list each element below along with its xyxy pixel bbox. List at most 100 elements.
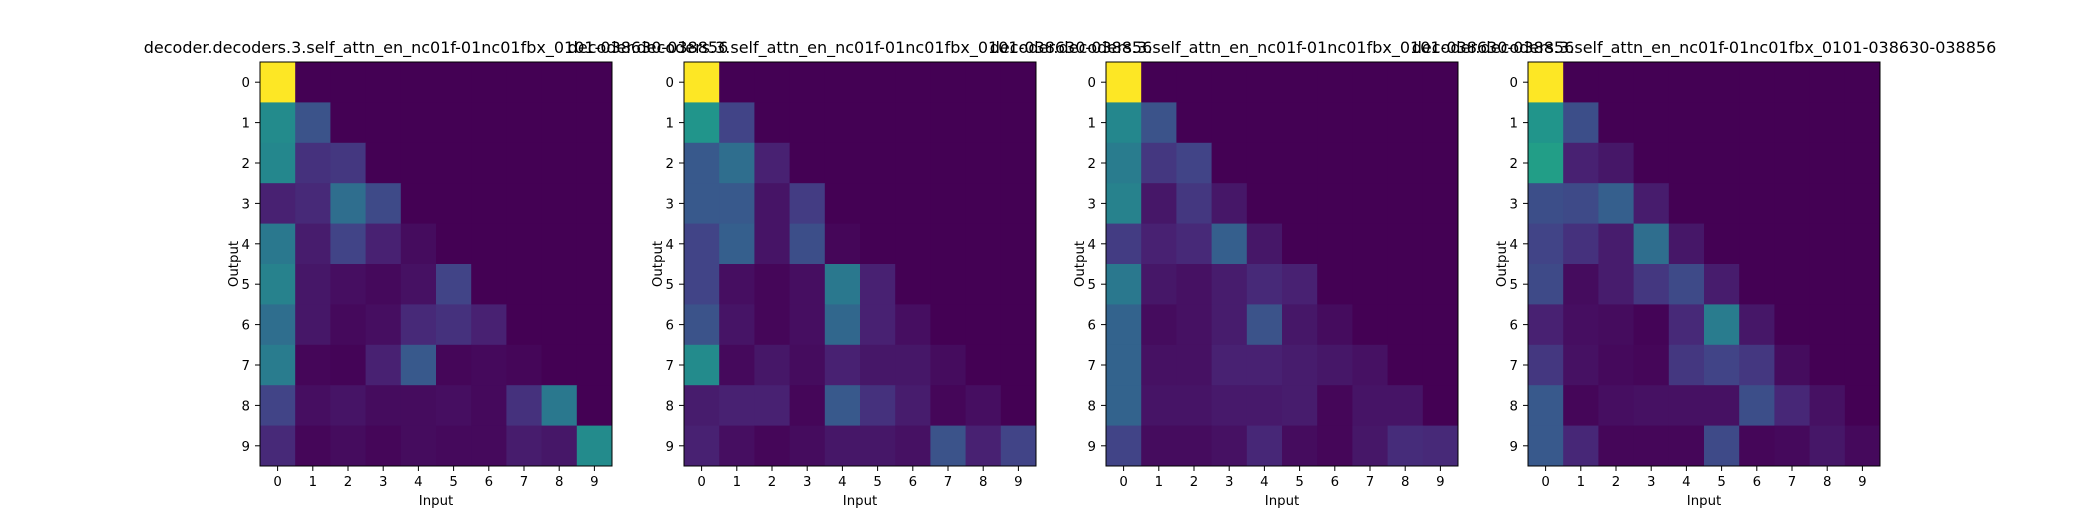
heatmap-cell [1422, 385, 1459, 427]
heatmap-cell [1844, 385, 1881, 427]
heatmap-cell [1528, 385, 1564, 427]
heatmap-cell [260, 344, 296, 386]
heatmap-cell [1668, 344, 1705, 386]
x-tick-label: 6 [485, 475, 493, 490]
heatmap-cell [365, 264, 402, 305]
heatmap-cell [1176, 264, 1213, 305]
chart-title: decoder.decoders.3.self_attn_en_nc01f-01… [144, 38, 729, 58]
heatmap-cell [1739, 425, 1775, 467]
x-axis-label: Input [419, 494, 453, 509]
y-tick-label: 8 [1088, 399, 1096, 414]
heatmap-cell [1422, 183, 1459, 225]
heatmap-cell [365, 102, 402, 144]
heatmap-cell [471, 102, 507, 144]
heatmap-cell [260, 102, 296, 144]
x-tick-label: 7 [1788, 475, 1796, 490]
heatmap-cell [1176, 344, 1213, 386]
heatmap-cell [330, 142, 367, 184]
heatmap-cell [1528, 344, 1564, 386]
heatmap-cell [1739, 102, 1775, 144]
y-tick-label: 0 [1088, 76, 1096, 91]
y-axis-label: Output [1073, 241, 1088, 287]
heatmap-cell [1528, 142, 1564, 184]
heatmap-cell [260, 425, 296, 467]
heatmap-cell [1844, 183, 1881, 225]
heatmap-cell [1352, 142, 1389, 184]
x-tick-label: 4 [838, 475, 846, 490]
plot-frame [683, 61, 1037, 467]
heatmap-cell [506, 385, 543, 427]
heatmap-cell [260, 142, 296, 184]
heatmap-cell [1774, 304, 1811, 346]
heatmap-cell [1563, 264, 1599, 305]
y-tick-label: 4 [1088, 238, 1096, 253]
plot-frame [1105, 61, 1459, 467]
heatmap-cell [789, 142, 826, 184]
heatmap-cell [1211, 425, 1248, 467]
heatmap-cell [1844, 264, 1881, 305]
heatmap-cell [1704, 142, 1740, 184]
heatmap-cell [1317, 425, 1353, 467]
heatmap-cell [436, 264, 472, 305]
heatmap-cell [1528, 62, 1564, 103]
heatmap-cell [1774, 142, 1811, 184]
heatmap-cell [400, 62, 437, 103]
heatmap-cell [895, 142, 931, 184]
heatmap-cell [1739, 142, 1775, 184]
y-axis-label: Output [227, 241, 242, 287]
heatmap-cell [1633, 223, 1670, 265]
heatmap-cell [1528, 425, 1564, 467]
x-tick-label: 1 [1577, 475, 1585, 490]
heatmap-cell [1176, 183, 1213, 225]
y-tick-label: 5 [1510, 278, 1518, 293]
heatmap-cell [1774, 264, 1811, 305]
heatmap-cell [295, 223, 331, 265]
x-tick-label: 2 [1190, 475, 1198, 490]
heatmap-cell [400, 264, 437, 305]
heatmap-cell [1282, 223, 1318, 265]
heatmap-cell [260, 304, 296, 346]
heatmap-cell [1141, 385, 1177, 427]
x-tick-label: 0 [697, 475, 705, 490]
heatmap-cell [684, 62, 720, 103]
heatmap-cell [506, 304, 543, 346]
heatmap-cell [719, 385, 755, 427]
heatmap-cell [1000, 264, 1037, 305]
heatmap-cell [1422, 425, 1459, 467]
heatmap-cell [295, 425, 331, 467]
heatmap-cell [965, 62, 1002, 103]
heatmap-cell [506, 223, 543, 265]
heatmap-cell [1633, 264, 1670, 305]
heatmap-cell [754, 102, 791, 144]
x-tick-label: 3 [379, 475, 387, 490]
heatmap-cell [1141, 102, 1177, 144]
heatmap-cell [1809, 304, 1846, 346]
heatmap-cell [684, 344, 720, 386]
heatmap-cell [576, 264, 613, 305]
heatmap-cell [365, 425, 402, 467]
y-tick-label: 7 [666, 359, 674, 374]
heatmap-cell [1387, 425, 1424, 467]
y-tick-label: 7 [1510, 359, 1518, 374]
heatmap-cell [260, 385, 296, 427]
heatmap-cell [1000, 142, 1037, 184]
heatmap-cell [1809, 264, 1846, 305]
heatmap-cell [471, 344, 507, 386]
heatmap-cell [471, 142, 507, 184]
heatmap-cell [824, 344, 861, 386]
heatmap-cell [1563, 183, 1599, 225]
heatmap-cell [506, 344, 543, 386]
y-tick-label: 5 [666, 278, 674, 293]
x-tick-label: 8 [1401, 475, 1409, 490]
heatmap-cell [1598, 183, 1635, 225]
heatmap-cell [824, 223, 861, 265]
y-tick-label: 6 [1088, 319, 1096, 334]
heatmap-cell [719, 183, 755, 225]
heatmap-cell [965, 304, 1002, 346]
heatmap-cell [365, 183, 402, 225]
y-tick-label: 8 [1510, 399, 1518, 414]
heatmap-cell [1000, 62, 1037, 103]
heatmap-cell [930, 223, 967, 265]
heatmap-cell [824, 142, 861, 184]
heatmap-cell [895, 223, 931, 265]
